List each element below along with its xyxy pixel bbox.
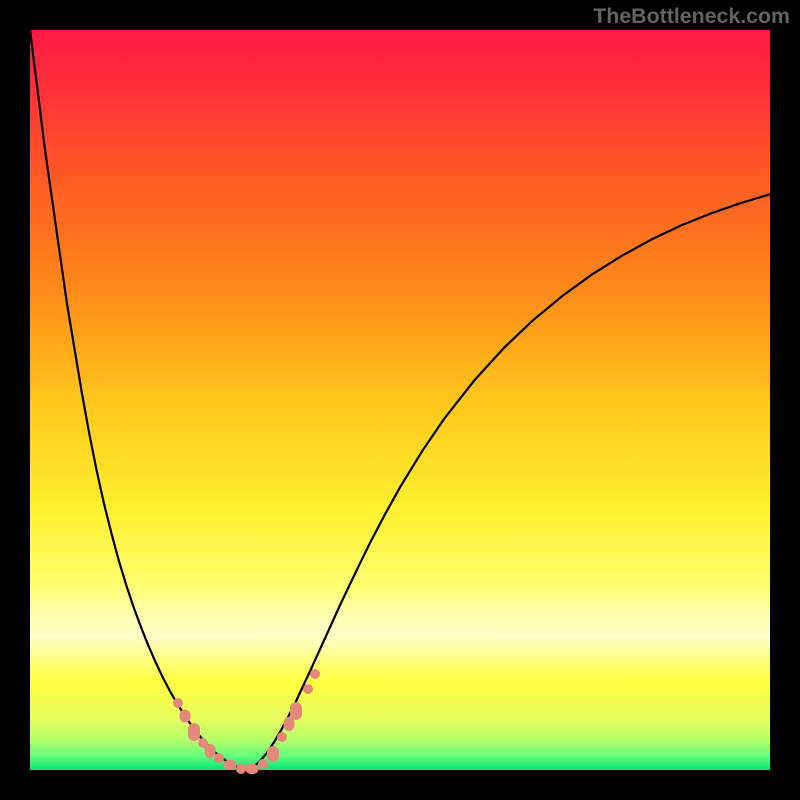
data-marker (303, 684, 313, 694)
chart-stage: TheBottleneck.com (0, 0, 800, 800)
data-marker (310, 669, 320, 679)
plot-area (30, 30, 770, 770)
data-marker (179, 709, 190, 722)
data-marker (246, 764, 259, 774)
data-marker (214, 753, 224, 763)
data-marker (258, 759, 268, 769)
data-marker (236, 764, 246, 774)
watermark-text: TheBottleneck.com (593, 4, 790, 29)
data-marker (290, 702, 302, 720)
data-marker (188, 723, 200, 741)
data-marker (173, 698, 183, 708)
data-marker (277, 732, 287, 742)
marker-layer (30, 30, 770, 770)
data-marker (267, 746, 279, 762)
data-marker (223, 760, 236, 770)
